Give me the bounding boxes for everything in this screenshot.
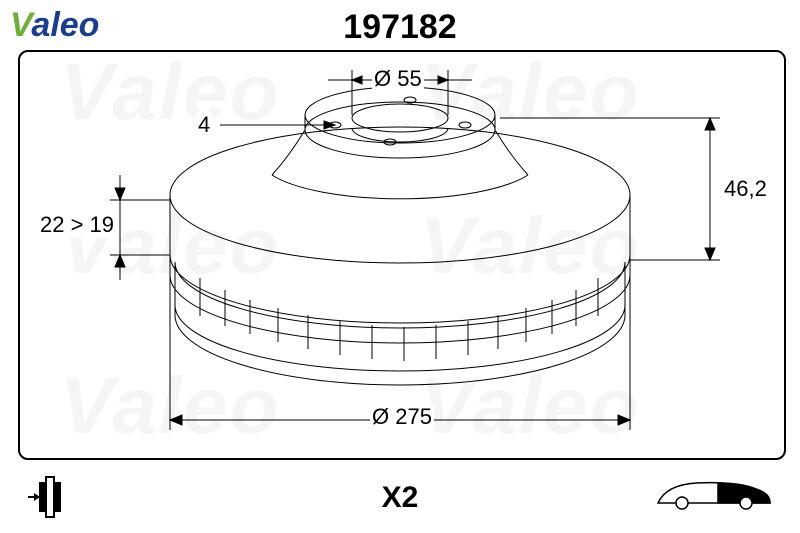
diagram-frame: [18, 50, 786, 460]
part-number: 197182: [0, 8, 800, 47]
center-bore-label: Ø 55: [372, 66, 424, 92]
brake-pad-icon: [26, 475, 84, 523]
outer-diameter-label: Ø 275: [370, 404, 434, 430]
hole-count-label: 4: [196, 112, 212, 138]
thickness-label: 22 > 19: [38, 212, 116, 238]
height-label: 46,2: [722, 176, 769, 202]
car-front-icon: [654, 475, 774, 515]
